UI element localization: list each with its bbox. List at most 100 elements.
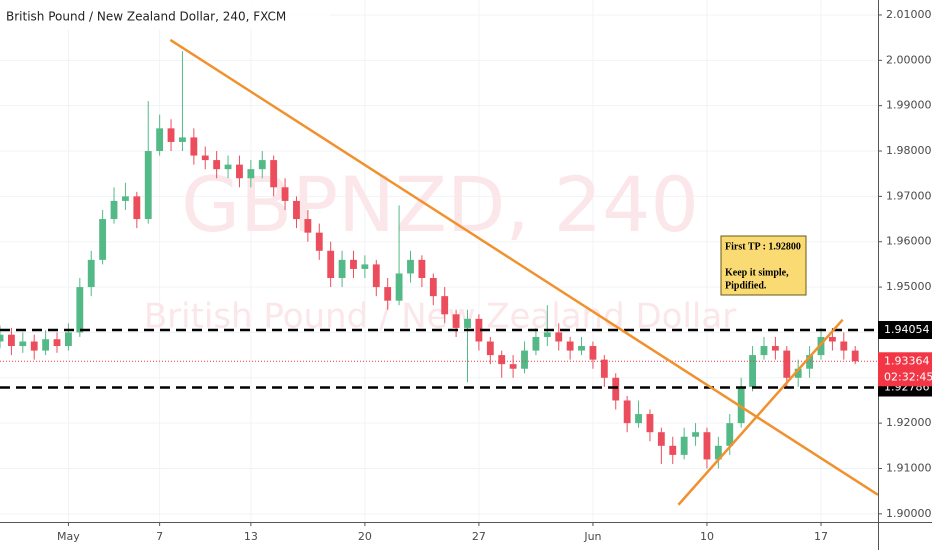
candle-body <box>703 432 711 460</box>
y-tick-label: 1.92000 <box>886 416 932 429</box>
candle-body <box>646 414 654 433</box>
y-tick-label: 1.95000 <box>886 280 932 293</box>
y-tick-label: 1.90000 <box>886 507 932 520</box>
candle-body <box>543 332 551 337</box>
y-tick-label: 1.96000 <box>886 235 932 248</box>
candle-body <box>53 339 61 347</box>
note-text: First TP : 1.92800 <box>725 241 801 252</box>
candle-body <box>236 164 243 179</box>
candle-body <box>737 386 745 424</box>
candle-body <box>258 160 266 170</box>
candle-body <box>817 336 825 356</box>
candle-body <box>133 196 141 220</box>
candle-body <box>213 160 221 170</box>
x-tick-label: May <box>57 530 80 543</box>
x-tick-label: 7 <box>156 530 163 543</box>
candle-body <box>338 259 346 279</box>
candle-body <box>600 359 608 378</box>
level-label-bg <box>878 320 932 339</box>
watermark: GBPNZD, 240 <box>181 160 699 249</box>
candle-body <box>30 341 38 351</box>
candle-body <box>452 314 460 328</box>
candle-body <box>224 164 232 170</box>
y-tick-label: 1.91000 <box>886 461 932 474</box>
candle-body <box>144 151 152 220</box>
last-price-label: 1.93364 <box>884 354 930 367</box>
candle-body <box>726 423 734 446</box>
candle-body <box>327 250 335 279</box>
candle-body <box>110 200 118 220</box>
candle-body <box>418 259 426 279</box>
x-tick-label: 20 <box>358 530 372 543</box>
chart-title: British Pound / New Zealand Dollar, 240,… <box>6 10 286 24</box>
candle-body <box>555 332 563 342</box>
candle-body <box>760 346 768 356</box>
candle-body <box>384 287 392 301</box>
candle-body <box>669 445 677 455</box>
candle-body <box>692 432 699 437</box>
candle-body <box>122 196 129 201</box>
candle-body <box>578 346 585 351</box>
candle-body <box>429 278 437 297</box>
candle-body <box>0 334 4 342</box>
candle-body <box>806 355 814 369</box>
y-tick-label: 2.00000 <box>886 53 932 66</box>
candle-body <box>179 137 186 142</box>
candle-body <box>657 432 665 446</box>
candle-body <box>315 232 323 251</box>
candle-body <box>851 350 859 362</box>
candle-body <box>486 341 494 356</box>
note-text: Keep it simple, <box>725 267 789 278</box>
candle-body <box>509 364 517 369</box>
axes: 1.900001.910001.920001.930001.940001.950… <box>57 8 932 543</box>
note: First TP : 1.92800 Keep it simple, Pipdifi… <box>720 235 807 296</box>
x-tick-label: Jun <box>583 530 601 543</box>
candle-body <box>7 334 15 347</box>
y-tick-label: 1.99000 <box>886 99 932 112</box>
candle-body <box>566 341 574 351</box>
candle-body <box>87 259 95 288</box>
plot <box>0 38 879 506</box>
candle-body <box>680 436 688 455</box>
last-price-bg <box>878 352 932 387</box>
x-tick-label: 10 <box>700 530 714 543</box>
y-tick-label: 2.01000 <box>886 8 932 21</box>
candle-body <box>372 264 380 288</box>
candle-body <box>281 187 289 201</box>
candle-body <box>156 128 164 152</box>
note-box <box>720 235 807 296</box>
y-tick-label: 1.98000 <box>886 144 932 157</box>
candle-body <box>201 155 209 161</box>
candle-body <box>42 339 50 351</box>
candle-body <box>635 414 642 424</box>
candle-body <box>304 219 312 233</box>
candle-body <box>64 332 72 347</box>
title-bg <box>0 0 330 30</box>
candle-body <box>532 336 540 351</box>
candle-body <box>270 160 278 188</box>
candle-body <box>167 128 175 142</box>
countdown: 02:32:45 <box>884 370 932 383</box>
trend-line <box>677 318 844 506</box>
candle-body <box>612 377 620 401</box>
candle-body <box>441 296 449 315</box>
candle-body <box>589 346 597 360</box>
candle-body <box>395 273 403 301</box>
candle-body <box>521 350 528 369</box>
candle-body <box>293 200 300 220</box>
candle-body <box>828 336 836 342</box>
candle-body <box>794 368 802 378</box>
candle-body <box>19 341 27 347</box>
level-label: 1.94054 <box>884 323 930 336</box>
candle-body <box>407 259 414 274</box>
trend-line <box>169 38 879 496</box>
candle-body <box>840 341 848 351</box>
y-tick-label: 1.97000 <box>886 189 932 202</box>
candle-body <box>771 346 779 351</box>
candle-body <box>498 355 506 365</box>
candle-body <box>464 318 471 328</box>
x-tick-label: 27 <box>472 530 486 543</box>
candle-body <box>361 264 369 269</box>
candle-body <box>247 169 255 179</box>
